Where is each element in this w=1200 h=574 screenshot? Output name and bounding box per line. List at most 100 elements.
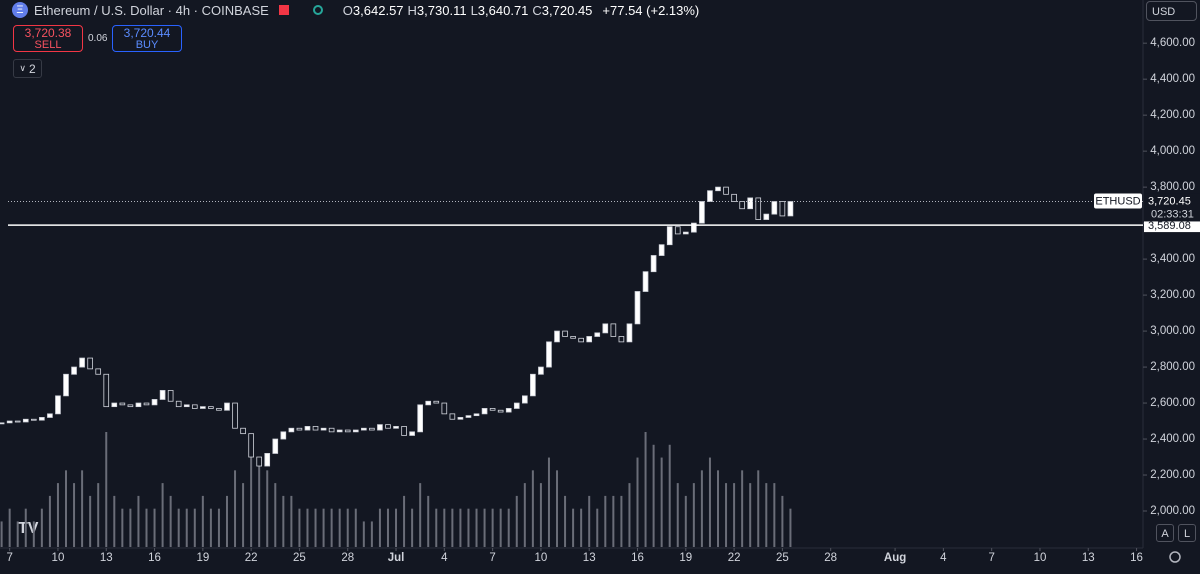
candle-down <box>497 409 504 413</box>
volume-bar <box>378 508 381 547</box>
x-tick-label: 28 <box>341 552 354 564</box>
candle-up <box>691 222 697 233</box>
y-tick-label: 4,400.00 <box>1150 73 1195 85</box>
volume-bar <box>97 483 100 547</box>
market-status <box>312 5 323 15</box>
y-tick-label: 3,800.00 <box>1150 181 1195 193</box>
candle-down <box>449 413 456 420</box>
candle-up <box>200 406 206 409</box>
volume-bar <box>676 483 679 547</box>
candle-down <box>723 186 729 195</box>
sell-label: SELL <box>34 39 62 51</box>
candle-up <box>626 323 633 343</box>
volume-bar <box>346 508 349 547</box>
volume-bar <box>306 508 309 547</box>
candle-up <box>481 408 488 415</box>
volume-bar <box>298 508 301 547</box>
volume-bar <box>733 483 736 547</box>
log-label: L <box>1183 528 1191 540</box>
volume-bar <box>354 508 357 547</box>
buy-label: BUY <box>135 39 159 51</box>
symbol-title[interactable]: Ethereum / U.S. Dollar · 4h · COINBASE <box>34 2 269 18</box>
volume-bar <box>0 521 3 547</box>
volume-bar <box>660 457 663 547</box>
volume-bar <box>749 483 752 547</box>
candle-up <box>787 201 794 217</box>
buy-price: 3,720.44 <box>123 26 171 40</box>
ohlc-value: 3,720.45 <box>541 2 593 18</box>
sell-button[interactable]: 3,720.38 SELL <box>13 25 83 52</box>
volume-bar <box>789 508 792 547</box>
ohlc-key: L <box>470 2 478 18</box>
x-tick-label: 22 <box>245 552 258 564</box>
candle-up <box>6 420 13 424</box>
candle-up <box>47 413 53 418</box>
candle-up <box>79 357 85 368</box>
candle-up <box>151 399 158 406</box>
volume-bar <box>282 495 285 547</box>
currency-select[interactable]: USD <box>1146 1 1197 21</box>
volume-bar <box>757 470 760 547</box>
volume-bar <box>475 508 478 547</box>
x-tick-label: 4 <box>940 552 947 564</box>
candle-up <box>763 213 770 220</box>
volume-bar <box>539 483 542 547</box>
candle-up <box>513 402 520 409</box>
indicators-toggle[interactable]: ∨ 2 <box>13 59 42 78</box>
x-tick-label: 25 <box>776 552 789 564</box>
y-tick-label: 4,000.00 <box>1150 145 1195 157</box>
flag[interactable] <box>278 5 289 15</box>
symbol-label: ETHUSD <box>1095 195 1140 207</box>
volume-bar <box>65 470 68 547</box>
x-tick-label: 16 <box>631 552 644 564</box>
candle-up <box>280 431 287 440</box>
candle-down <box>433 400 440 404</box>
volume-bar <box>580 508 583 547</box>
volume-bar <box>209 508 212 547</box>
volume-bar <box>411 508 414 547</box>
x-tick-label: 13 <box>583 552 596 564</box>
candle-down <box>127 404 134 408</box>
symbol-tag <box>1094 193 1142 209</box>
candle-up <box>336 429 343 433</box>
candle-up <box>159 390 166 400</box>
candle-up <box>288 427 295 433</box>
volume-bar <box>628 483 631 547</box>
volume-bar <box>515 495 518 547</box>
candle-up <box>546 341 552 368</box>
volume-bar <box>274 483 277 547</box>
volume-bar <box>395 508 398 547</box>
volume-bar <box>636 457 639 547</box>
y-tick-label: 4,600.00 <box>1150 37 1195 49</box>
candle-up <box>747 197 754 210</box>
candle-up <box>425 400 432 406</box>
auto-button[interactable]: A <box>1156 524 1174 542</box>
x-tick-label: Aug <box>884 552 906 564</box>
candle-up <box>183 404 190 408</box>
volume-bar <box>700 470 703 547</box>
y-tick-label: 2,000.00 <box>1150 505 1195 517</box>
currency: USD <box>1152 6 1176 18</box>
buy-button[interactable]: 3,720.44 BUY <box>112 25 182 52</box>
price-tag <box>1144 193 1200 222</box>
candle-down <box>167 390 174 402</box>
candle-up <box>505 408 512 413</box>
volume-bar <box>362 521 365 547</box>
y-tick-label: 2,200.00 <box>1150 469 1195 481</box>
candle-down <box>570 336 576 339</box>
log-button[interactable]: L <box>1178 524 1196 542</box>
candle-up <box>715 186 721 192</box>
ohlc-key: O <box>342 2 353 18</box>
candle-up <box>771 201 778 215</box>
volume-bar <box>121 508 124 547</box>
volume-bar <box>443 508 446 547</box>
volume-bar <box>531 470 534 547</box>
settings-icon[interactable] <box>1169 551 1181 563</box>
volume-bar <box>290 495 293 547</box>
candle-down <box>328 427 335 433</box>
x-tick-label: 13 <box>100 552 113 564</box>
candle-up <box>55 395 61 415</box>
last-price-label: 3,720.45 <box>1148 195 1191 207</box>
